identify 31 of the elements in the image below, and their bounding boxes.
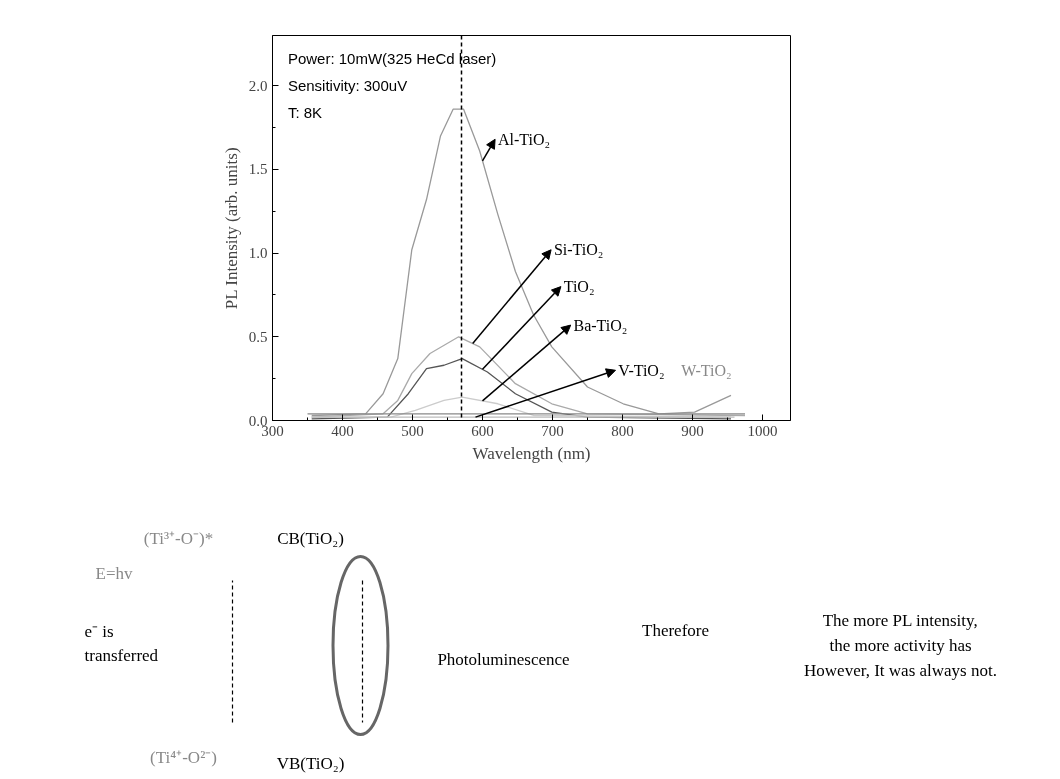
y-tick-label: 0.5: [248, 328, 268, 345]
y-tick-label: 1.0: [248, 245, 268, 262]
x-tick-label: 800: [611, 422, 634, 439]
x-tick-label: 900: [681, 422, 704, 439]
text: W-TiO₂: [681, 361, 732, 379]
text: Ba-TiO₂: [573, 316, 628, 334]
annotation: T: 8K: [287, 104, 323, 121]
text: e⁻ is transferred: [84, 621, 159, 666]
series-label: Al-TiO₂: [497, 130, 551, 148]
text: Therefore: [642, 621, 710, 640]
text: The more PL intensity, the more activity has However, It was always not.: [804, 611, 997, 680]
text: TiO₂: [563, 278, 595, 296]
text: VB(TiO₂): [276, 754, 345, 773]
x-tick-label: 500: [401, 422, 424, 439]
x-axis-title: Wavelength (nm): [472, 443, 591, 463]
text: (Ti⁴⁺-O²⁻): [150, 748, 217, 767]
text: CB(TiO₂): [277, 529, 344, 548]
text: V-TiO₂: [618, 361, 665, 379]
y-tick-label: 1.5: [248, 161, 268, 178]
annotation: Power: 10mW(325 HeCd laser): [287, 50, 497, 68]
x-tick-label: 600: [471, 422, 494, 439]
y-axis-title: PL Intensity (arb. units): [221, 147, 241, 310]
text: E=hv: [95, 564, 133, 583]
y-tick-label: 2.0: [248, 77, 268, 94]
x-tick-label: 1000: [747, 422, 778, 439]
x-tick-label: 700: [541, 422, 564, 439]
text: Si-TiO₂: [553, 241, 604, 259]
text: (Ti³⁺-O⁻)*: [143, 529, 214, 548]
annotation: Sensitivity: 300uV: [287, 77, 408, 95]
text: Photoluminescence: [437, 650, 570, 669]
x-tick-label: 400: [331, 422, 354, 439]
